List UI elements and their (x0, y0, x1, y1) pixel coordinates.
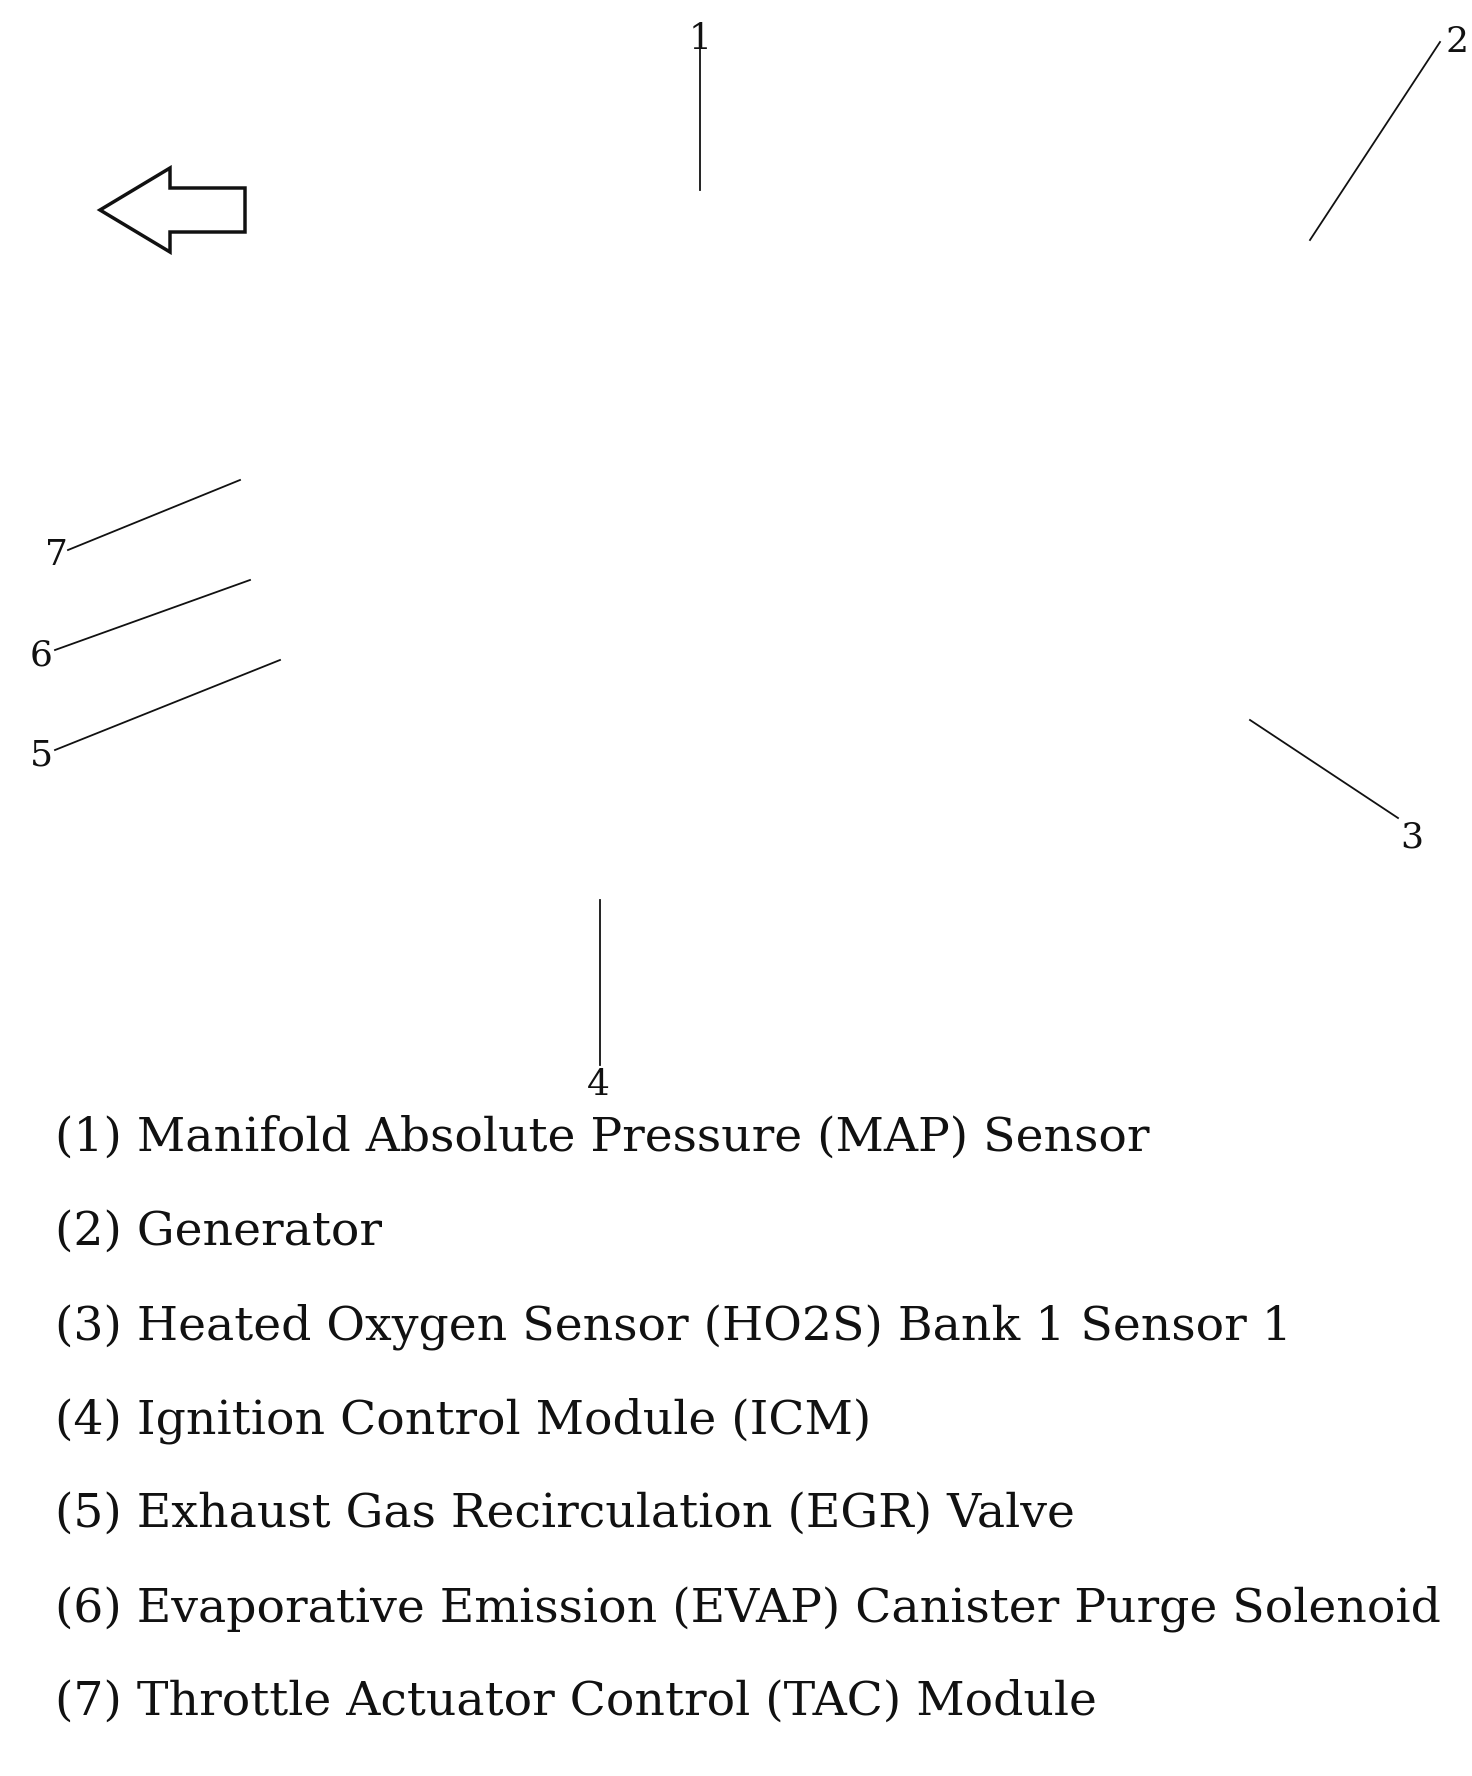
Text: 1: 1 (689, 21, 711, 57)
Text: 5: 5 (29, 739, 53, 773)
Text: (7) Throttle Actuator Control (TAC) Module: (7) Throttle Actuator Control (TAC) Modu… (54, 1678, 1097, 1724)
Text: (5) Exhaust Gas Recirculation (EGR) Valve: (5) Exhaust Gas Recirculation (EGR) Valv… (54, 1492, 1075, 1536)
Text: 2: 2 (1446, 25, 1468, 59)
Text: (1) Manifold Absolute Pressure (MAP) Sensor: (1) Manifold Absolute Pressure (MAP) Sen… (54, 1115, 1150, 1160)
Text: 6: 6 (29, 638, 53, 671)
Text: 4: 4 (586, 1067, 609, 1101)
Text: 3: 3 (1400, 821, 1423, 854)
Text: (2) Generator: (2) Generator (54, 1209, 383, 1254)
Text: (3) Heated Oxygen Sensor (HO2S) Bank 1 Sensor 1: (3) Heated Oxygen Sensor (HO2S) Bank 1 S… (54, 1304, 1292, 1350)
Polygon shape (100, 169, 244, 252)
Text: 7: 7 (46, 538, 68, 572)
Text: (6) Evaporative Emission (EVAP) Canister Purge Solenoid: (6) Evaporative Emission (EVAP) Canister… (54, 1584, 1441, 1632)
Text: (4) Ignition Control Module (ICM): (4) Ignition Control Module (ICM) (54, 1398, 871, 1444)
